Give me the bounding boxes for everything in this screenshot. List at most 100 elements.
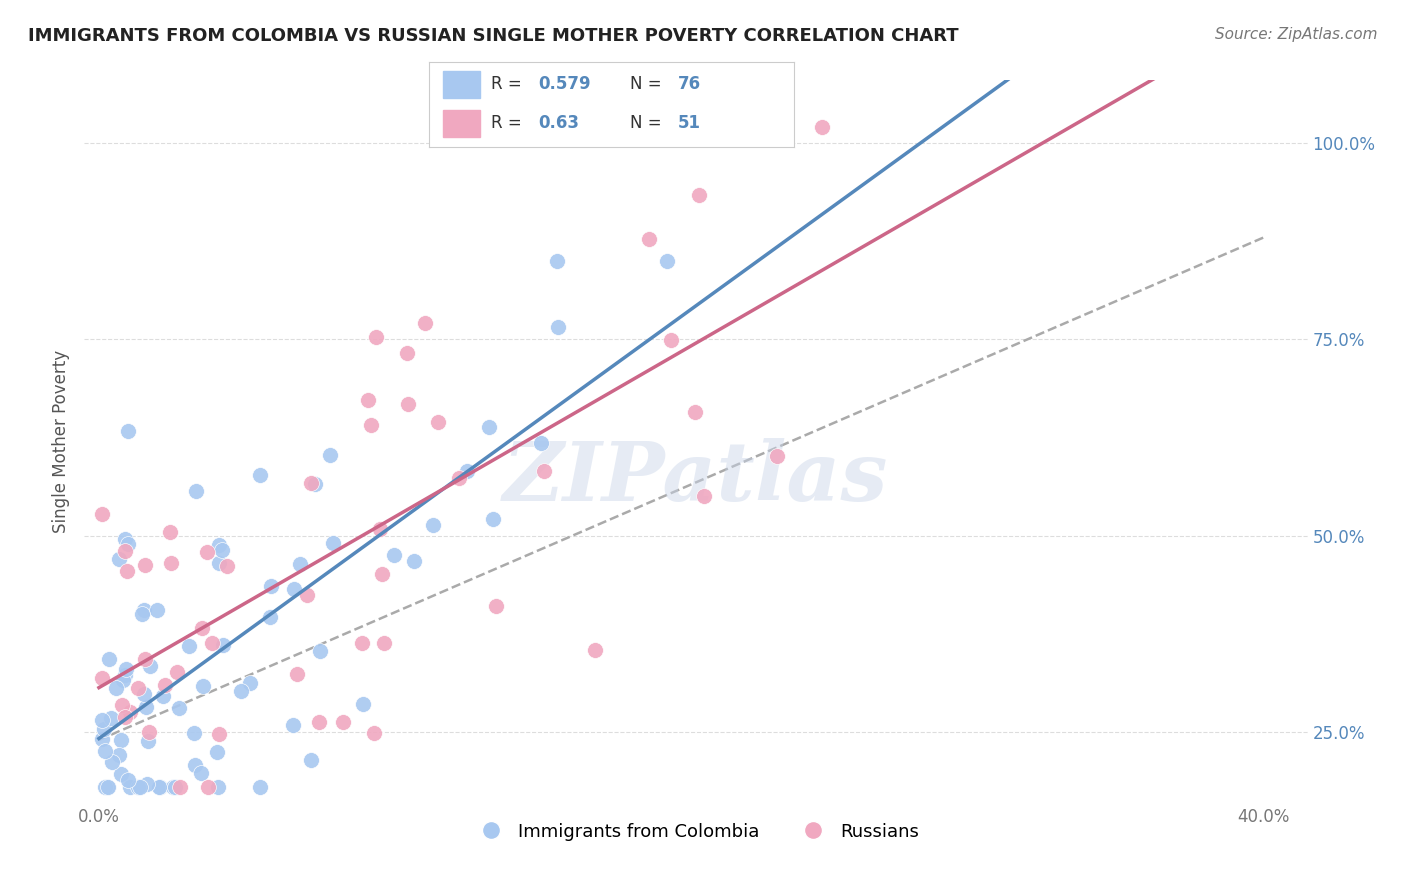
Point (148, 780, 170, 794)
Point (101, 755, 124, 769)
Point (363, 726, 385, 740)
Point (259, 610, 281, 624)
Point (478, 420, 501, 434)
Point (415, 316, 437, 330)
Point (90, 713, 112, 727)
Point (100, 711, 122, 725)
Point (200, 636, 222, 650)
Legend: Immigrants from Colombia, Russians: Immigrants from Colombia, Russians (465, 815, 927, 848)
Text: R =: R = (491, 76, 527, 94)
Point (260, 579, 283, 593)
Point (285, 667, 308, 681)
Point (456, 464, 478, 478)
Point (360, 418, 382, 433)
Point (114, 662, 136, 676)
Point (205, 745, 228, 759)
Point (191, 621, 214, 635)
Point (364, 330, 387, 344)
Point (309, 644, 332, 658)
Point (90, 732, 112, 747)
Point (117, 537, 139, 551)
Point (231, 684, 253, 698)
Point (382, 548, 405, 562)
Point (765, 449, 787, 463)
Point (211, 543, 233, 558)
Point (212, 638, 235, 652)
Text: N =: N = (630, 114, 666, 132)
Point (655, 253, 678, 268)
Point (155, 677, 177, 691)
Point (304, 477, 326, 491)
Point (108, 551, 131, 566)
Text: 76: 76 (678, 76, 700, 94)
Point (208, 727, 231, 741)
FancyBboxPatch shape (443, 71, 479, 98)
Point (370, 566, 392, 581)
Point (283, 582, 305, 597)
Point (94, 780, 117, 794)
Point (659, 333, 682, 347)
Point (427, 415, 450, 429)
Point (167, 701, 190, 715)
Point (357, 392, 380, 407)
Point (111, 698, 134, 712)
Point (319, 448, 342, 462)
Point (120, 780, 142, 794)
Point (332, 715, 354, 730)
Point (134, 687, 156, 701)
Point (350, 636, 373, 650)
Point (159, 525, 181, 540)
Point (160, 557, 183, 571)
Point (138, 725, 160, 739)
Point (107, 747, 129, 762)
Point (297, 588, 319, 602)
Point (136, 734, 159, 748)
Point (127, 681, 149, 696)
Point (208, 556, 231, 570)
Point (149, 780, 172, 794)
Point (811, 120, 834, 135)
Point (191, 679, 214, 693)
Point (114, 532, 136, 546)
Point (239, 675, 262, 690)
Point (90, 672, 112, 686)
Point (683, 120, 706, 135)
Point (197, 544, 219, 558)
Point (685, 405, 707, 419)
Point (299, 476, 322, 491)
Point (169, 780, 191, 794)
Point (396, 397, 419, 411)
Point (482, 512, 505, 526)
Point (422, 517, 444, 532)
Point (546, 253, 568, 268)
Point (132, 603, 155, 617)
Point (163, 780, 186, 794)
Point (281, 717, 304, 731)
Point (547, 320, 569, 334)
Point (135, 700, 157, 714)
Point (322, 536, 344, 550)
Point (114, 667, 136, 681)
Point (290, 558, 312, 572)
Point (117, 772, 139, 787)
Point (96, 780, 118, 794)
Point (638, 232, 661, 246)
Point (207, 780, 229, 794)
Point (447, 471, 470, 485)
Point (530, 435, 553, 450)
Text: ZIPatlas: ZIPatlas (503, 438, 889, 517)
Point (402, 554, 425, 568)
Point (308, 714, 330, 729)
Point (110, 733, 132, 747)
Point (145, 603, 167, 617)
Point (249, 467, 271, 482)
Point (112, 673, 135, 687)
Point (217, 558, 239, 573)
Point (162, 780, 184, 794)
Text: 51: 51 (678, 114, 700, 132)
Point (135, 777, 157, 791)
Point (186, 483, 208, 498)
Point (177, 639, 200, 653)
Text: R =: R = (491, 114, 527, 132)
Point (98, 652, 121, 666)
